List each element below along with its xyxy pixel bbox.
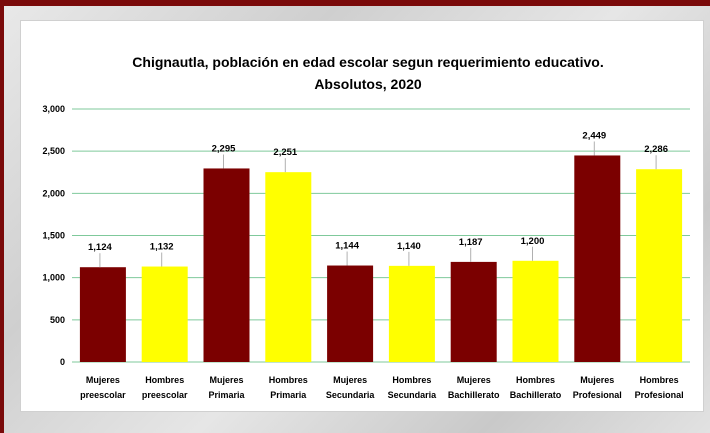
- left-accent-bar: [0, 0, 4, 433]
- data-label: 1,144: [335, 241, 359, 252]
- data-label: 1,187: [459, 237, 483, 248]
- bar: [512, 260, 559, 362]
- data-label: 1,140: [397, 241, 421, 252]
- bar: [265, 172, 312, 362]
- bar: [574, 155, 621, 362]
- x-tick-label: Hombres: [516, 375, 555, 385]
- y-tick-label: 0: [60, 357, 65, 367]
- x-tick-label: Mujeres: [457, 375, 491, 385]
- x-tick-label: Primaria: [270, 390, 307, 400]
- bar: [327, 265, 374, 362]
- x-tick-label: Primaria: [208, 390, 245, 400]
- bar: [79, 267, 126, 362]
- x-tick-label: Bachillerato: [510, 390, 562, 400]
- chart-title-line-1: Chignautla, población en edad escolar se…: [132, 54, 603, 70]
- bar: [450, 261, 497, 362]
- x-tick-label: Hombres: [269, 375, 308, 385]
- y-tick-label: 3,000: [42, 104, 65, 114]
- y-tick-label: 1,500: [42, 231, 65, 241]
- bar: [388, 265, 435, 362]
- x-tick-label: Mujeres: [333, 375, 367, 385]
- x-tick-label: Hombres: [145, 375, 184, 385]
- x-tick-label: preescolar: [142, 390, 188, 400]
- bar: [203, 168, 250, 362]
- x-tick-label: Secundaria: [388, 390, 438, 400]
- x-tick-label: Hombres: [392, 375, 431, 385]
- y-tick-label: 2,000: [42, 188, 65, 198]
- data-label: 1,124: [88, 242, 112, 253]
- x-tick-label: Profesional: [573, 390, 622, 400]
- x-tick-label: Mujeres: [580, 375, 614, 385]
- top-accent-bar: [0, 0, 710, 6]
- x-tick-label: Hombres: [640, 375, 679, 385]
- x-tick-label: Bachillerato: [448, 390, 500, 400]
- bar: [636, 169, 683, 362]
- x-tick-label: Secundaria: [326, 390, 376, 400]
- x-tick-label: preescolar: [80, 390, 126, 400]
- y-tick-label: 2,500: [42, 146, 65, 156]
- data-label: 1,200: [521, 236, 545, 247]
- bar: [141, 266, 188, 362]
- y-tick-label: 500: [50, 315, 65, 325]
- y-tick-label: 1,000: [42, 273, 65, 283]
- x-tick-label: Mujeres: [209, 375, 243, 385]
- data-label: 2,449: [582, 130, 606, 141]
- chart-title-line-2: Absolutos, 2020: [314, 76, 422, 92]
- data-label: 2,251: [273, 147, 297, 158]
- data-label: 1,132: [150, 242, 174, 253]
- x-tick-label: Profesional: [635, 390, 684, 400]
- data-label: 2,286: [644, 144, 668, 155]
- data-label: 2,295: [212, 143, 236, 154]
- x-tick-label: Mujeres: [86, 375, 120, 385]
